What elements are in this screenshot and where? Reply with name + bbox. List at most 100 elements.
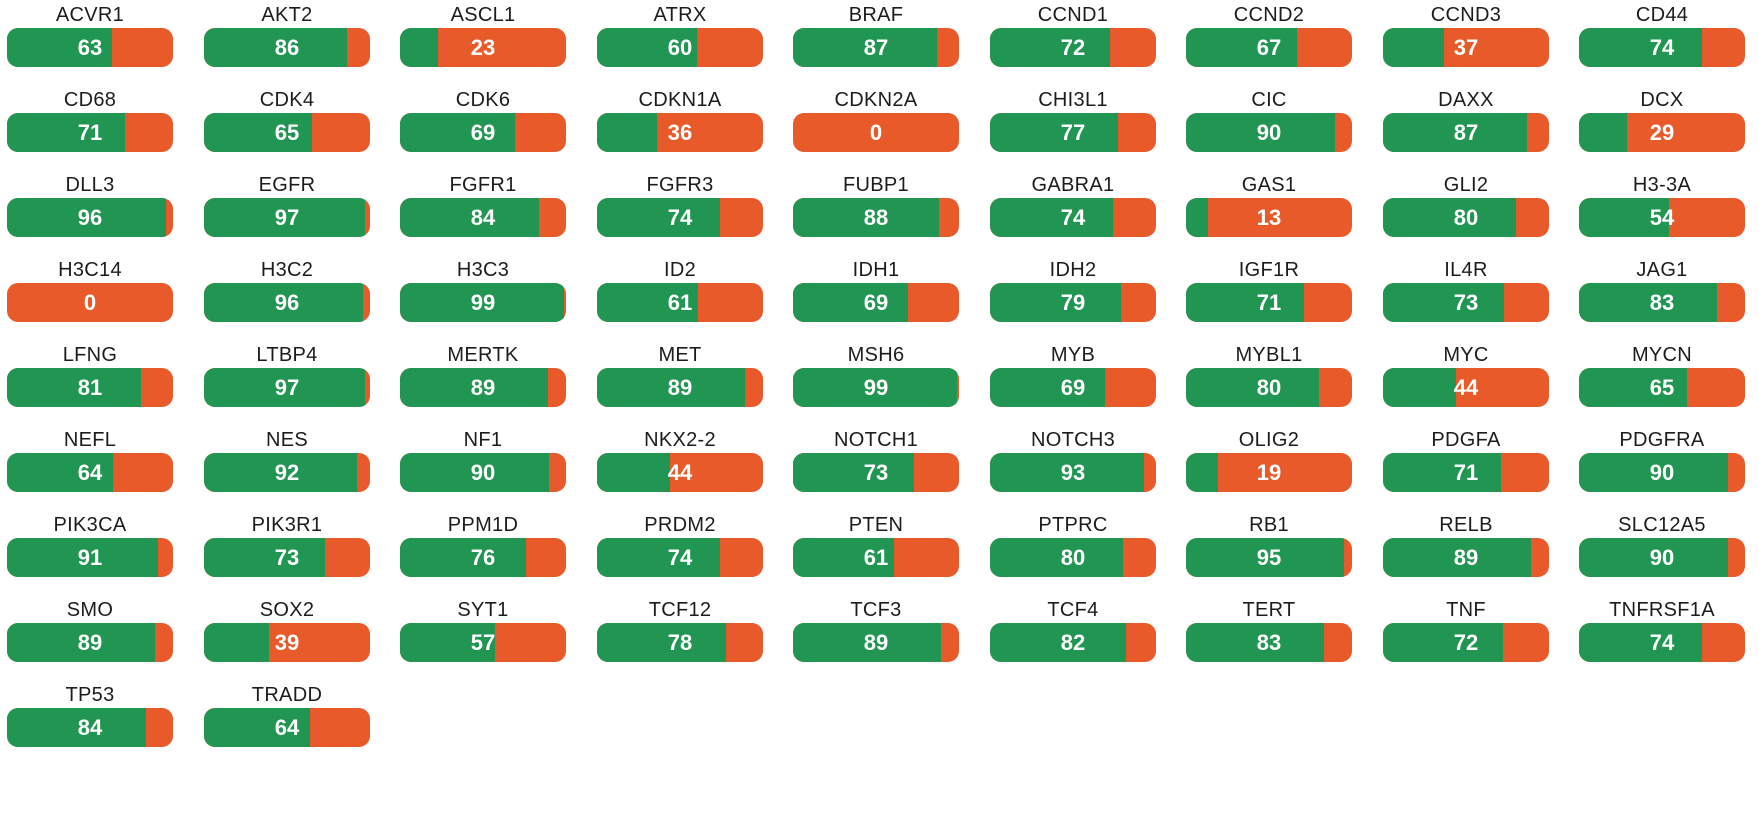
score-bar: 99 <box>400 283 566 322</box>
gene-card: RELB 89 <box>1383 510 1549 590</box>
gene-card: CCND1 72 <box>990 0 1156 80</box>
gene-card: LTBP4 97 <box>204 340 370 420</box>
score-value-label: 69 <box>863 289 889 315</box>
gene-card: IL4R 73 <box>1383 255 1549 335</box>
score-bar: 90 <box>1186 113 1352 152</box>
score-bar-fill <box>400 538 527 577</box>
gene-card: NOTCH1 73 <box>793 425 959 505</box>
score-value-label: 73 <box>863 459 889 485</box>
score-value-label: 95 <box>1256 544 1282 570</box>
score-bar-fill <box>1579 623 1702 662</box>
score-value-label: 71 <box>1256 289 1282 315</box>
score-value-label: 91 <box>77 544 103 570</box>
score-bar: 39 <box>204 623 370 662</box>
score-value-label: 64 <box>274 714 300 740</box>
score-value-label: 99 <box>863 374 889 400</box>
score-bar-fill <box>1383 368 1457 407</box>
score-bar: 88 <box>793 198 959 237</box>
score-value-label: 93 <box>1060 459 1086 485</box>
score-bar-fill <box>7 623 155 662</box>
score-value-label: 78 <box>667 629 693 655</box>
score-value-label: 74 <box>1649 34 1675 60</box>
gene-card: CCND2 67 <box>1186 0 1352 80</box>
score-value-label: 90 <box>1649 459 1675 485</box>
gene-card: H3C14 0 <box>7 255 173 335</box>
score-value-label: 84 <box>77 714 103 740</box>
gene-label: ACVR1 <box>55 4 125 26</box>
gene-card: H3C3 99 <box>400 255 566 335</box>
score-bar: 74 <box>1579 28 1745 67</box>
score-bar: 76 <box>400 538 566 577</box>
score-value-label: 74 <box>1649 629 1675 655</box>
score-value-label: 0 <box>83 289 97 315</box>
gene-label: TCF12 <box>648 599 712 621</box>
score-bar-fill <box>1383 113 1528 152</box>
score-value-label: 60 <box>667 34 693 60</box>
score-value-label: 61 <box>863 544 889 570</box>
gene-label: TNFRSF1A <box>1609 599 1715 621</box>
score-bar-fill <box>1579 198 1669 237</box>
gene-label: LFNG <box>62 344 118 366</box>
score-value-label: 96 <box>77 204 103 230</box>
score-bar-fill <box>400 368 548 407</box>
score-bar-fill <box>990 368 1105 407</box>
gene-card: FUBP1 88 <box>793 170 959 250</box>
gene-card: FGFR3 74 <box>597 170 763 250</box>
score-bar-fill <box>1186 623 1324 662</box>
score-bar-fill <box>400 623 495 662</box>
gene-card: NEFL 64 <box>7 425 173 505</box>
score-bar-fill <box>990 113 1118 152</box>
score-value-label: 97 <box>274 204 300 230</box>
gene-card: NES 92 <box>204 425 370 505</box>
gene-label: MYBL1 <box>1235 344 1303 366</box>
gene-label: RELB <box>1439 514 1493 536</box>
score-bar-fill <box>1383 198 1516 237</box>
score-bar-fill <box>204 283 364 322</box>
gene-label: H3-3A <box>1632 174 1692 196</box>
score-bar-fill <box>793 623 941 662</box>
score-bar: 71 <box>1383 453 1549 492</box>
score-value-label: 77 <box>1060 119 1086 145</box>
gene-card: IDH1 69 <box>793 255 959 335</box>
score-value-label: 54 <box>1649 204 1675 230</box>
gene-label: CDKN2A <box>834 89 918 111</box>
score-value-label: 74 <box>1060 204 1086 230</box>
gene-label: TERT <box>1242 599 1296 621</box>
score-bar: 97 <box>204 368 370 407</box>
score-bar: 64 <box>7 453 173 492</box>
score-bar-fill <box>597 113 657 152</box>
gene-card: PDGFA 71 <box>1383 425 1549 505</box>
score-bar-fill <box>400 113 515 152</box>
score-value-label: 89 <box>863 629 889 655</box>
gene-label: CDK4 <box>259 89 315 111</box>
score-bar: 80 <box>1383 198 1549 237</box>
gene-label: GABRA1 <box>1031 174 1115 196</box>
score-bar-fill <box>793 538 895 577</box>
gene-card: MYB 69 <box>990 340 1156 420</box>
gene-label: TCF4 <box>1047 599 1099 621</box>
score-value-label: 19 <box>1256 459 1282 485</box>
gene-card: SMO 89 <box>7 595 173 675</box>
score-bar: 89 <box>1383 538 1549 577</box>
gene-label: SMO <box>66 599 114 621</box>
score-bar-fill <box>1186 198 1208 237</box>
score-bar-fill <box>793 28 938 67</box>
score-bar: 71 <box>7 113 173 152</box>
score-value-label: 97 <box>274 374 300 400</box>
gene-card: CDK4 65 <box>204 85 370 165</box>
gene-label: NKX2-2 <box>644 429 716 451</box>
score-bar: 67 <box>1186 28 1352 67</box>
score-bar-fill <box>7 708 147 747</box>
gene-label: ASCL1 <box>450 4 516 26</box>
gene-card: MET 89 <box>597 340 763 420</box>
gene-label: FGFR1 <box>449 174 517 196</box>
score-bar-fill <box>597 453 671 492</box>
score-bar: 74 <box>1579 623 1745 662</box>
gene-label: IDH2 <box>1049 259 1097 281</box>
score-bar: 87 <box>793 28 959 67</box>
gene-card: TRADD 64 <box>204 680 370 760</box>
score-bar: 86 <box>204 28 370 67</box>
score-bar-fill <box>1383 283 1505 322</box>
gene-card: DAXX 87 <box>1383 85 1549 165</box>
score-bar: 84 <box>400 198 566 237</box>
